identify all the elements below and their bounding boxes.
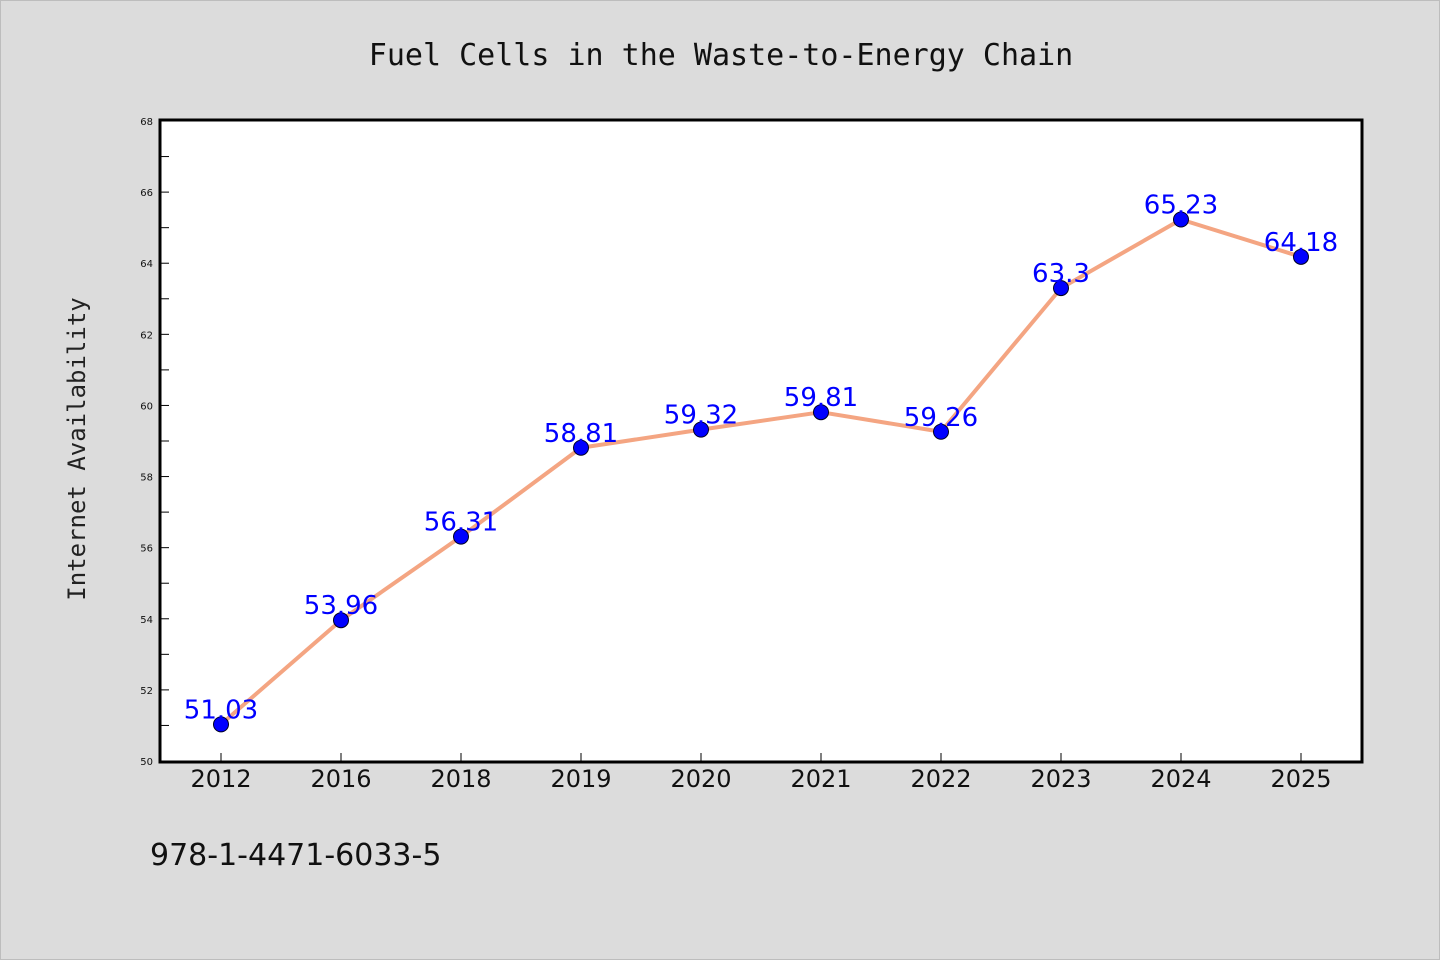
x-tick-label: 2023 bbox=[1030, 765, 1091, 793]
x-tick-label: 2019 bbox=[550, 765, 611, 793]
y-tick-label: 56 bbox=[140, 544, 153, 555]
data-point-label: 59.32 bbox=[664, 401, 738, 431]
x-tick-label: 2018 bbox=[430, 765, 491, 793]
y-tick-label: 58 bbox=[140, 473, 153, 484]
data-point-label: 65.23 bbox=[1144, 190, 1218, 220]
data-point-marker bbox=[1053, 280, 1069, 297]
y-tick-label: 52 bbox=[140, 686, 153, 697]
x-tick-label: 2016 bbox=[310, 765, 371, 793]
series-markers bbox=[213, 211, 1309, 733]
data-point-label: 59.81 bbox=[784, 383, 858, 413]
y-axis-label: Internet Availability bbox=[63, 297, 91, 600]
y-tick-label: 50 bbox=[140, 757, 153, 768]
y-tick-label: 64 bbox=[140, 259, 153, 270]
y-tick-label: 54 bbox=[140, 615, 153, 626]
data-point-marker bbox=[453, 528, 469, 545]
data-point-marker bbox=[1293, 248, 1309, 265]
data-point-marker bbox=[813, 404, 829, 421]
y-tick-label: 68 bbox=[140, 117, 153, 128]
data-point-marker bbox=[1173, 211, 1189, 228]
data-point-label: 58.81 bbox=[544, 419, 618, 449]
y-tick-label: 66 bbox=[140, 188, 153, 199]
isbn-text: 978-1-4471-6033-5 bbox=[150, 838, 441, 873]
y-tick-label: 60 bbox=[140, 401, 153, 412]
data-point-marker bbox=[333, 612, 349, 629]
data-point-label: 64.18 bbox=[1264, 228, 1338, 258]
x-tick-label: 2020 bbox=[670, 765, 731, 793]
data-point-marker bbox=[933, 423, 949, 440]
x-tick-label: 2025 bbox=[1270, 765, 1331, 793]
series-line bbox=[219, 217, 1302, 726]
data-point-label: 53.96 bbox=[304, 591, 378, 621]
data-point-label: 56.31 bbox=[424, 508, 498, 538]
data-point-label: 51.03 bbox=[184, 695, 258, 725]
data-point-marker bbox=[693, 421, 709, 438]
data-labels: 51.03 53.96 56.31 58.81 59.32 59.81 59.26 63.3 6… bbox=[184, 190, 1338, 725]
data-point-marker bbox=[213, 716, 229, 733]
x-tick-label: 2022 bbox=[910, 765, 971, 793]
x-tick-label: 2021 bbox=[790, 765, 851, 793]
x-axis-ticks: 2012 2016 2018 2019 2020 2021 2022 2023 2024 2025 bbox=[190, 753, 1332, 793]
x-tick-label: 2024 bbox=[1150, 765, 1211, 793]
data-point-label: 63.3 bbox=[1032, 259, 1090, 289]
data-point-label: 59.26 bbox=[904, 403, 978, 433]
chart-title: Fuel Cells in the Waste-to-Energy Chain bbox=[369, 38, 1073, 73]
y-tick-label: 62 bbox=[140, 330, 153, 341]
y-axis-ticks: 50 52 54 56 58 60 62 64 66 68 bbox=[140, 117, 169, 768]
data-point-marker bbox=[573, 439, 589, 456]
x-tick-label: 2012 bbox=[190, 765, 251, 793]
plot-area bbox=[158, 118, 1364, 764]
